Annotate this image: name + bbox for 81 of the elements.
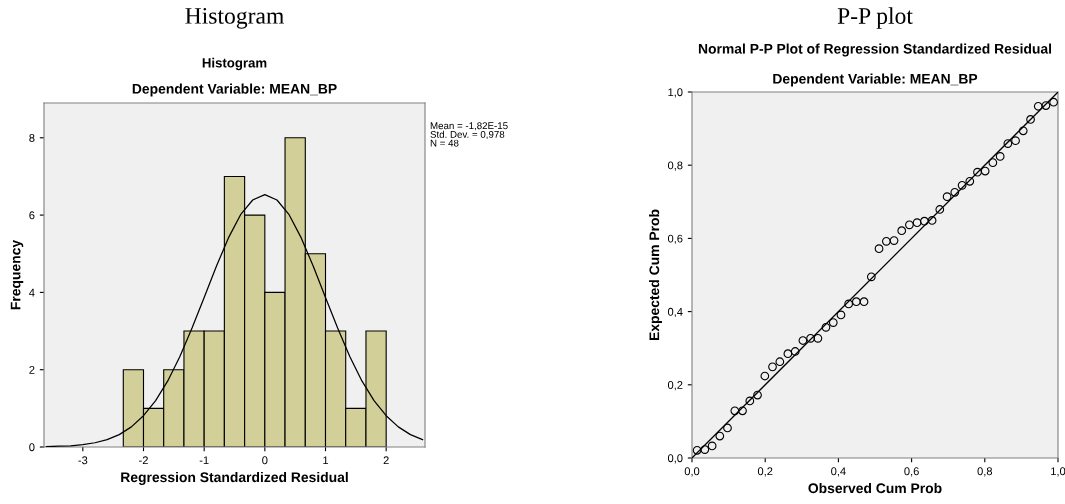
point (905, 220, 914, 230)
point (730, 406, 740, 416)
x-tick-label: 0,8 (977, 467, 993, 477)
point (753, 390, 762, 400)
point (995, 152, 1005, 161)
point (912, 218, 922, 228)
x-tick-label: -1 (199, 456, 209, 465)
x-tick-label: 1,0 (1051, 467, 1065, 477)
x-tick-label: 0,2 (757, 467, 773, 477)
text: Histogram (185, 7, 284, 29)
point (874, 244, 884, 254)
point (1026, 115, 1035, 124)
point (866, 272, 876, 282)
point (965, 176, 975, 186)
y-tick-label: 4 (29, 288, 35, 297)
point (775, 357, 785, 367)
point (745, 396, 755, 406)
text: Mean = -1,82E-15 Std. Dev. = 0,978 N = 48 (430, 122, 508, 147)
x-tick-label: 0 (262, 456, 268, 465)
point (927, 216, 937, 225)
y-tick-label: 0 (29, 443, 35, 452)
point (692, 445, 702, 455)
point (844, 299, 854, 309)
point (798, 336, 808, 345)
chart-title: Histogram (202, 57, 267, 71)
point (790, 347, 800, 356)
x-tick-label: 1 (323, 456, 329, 465)
point (1018, 126, 1028, 136)
point (836, 310, 846, 320)
point (851, 297, 861, 307)
point (881, 236, 891, 246)
point (700, 445, 710, 454)
point (889, 236, 899, 245)
y-axis-title: Frequency (10, 239, 24, 310)
point (760, 371, 770, 381)
y-tick-label: 1,0 (668, 88, 683, 98)
y-tick-label: 6 (29, 211, 35, 220)
x-axis-title: Regression Standardized Residual (121, 471, 348, 485)
point (806, 333, 815, 343)
point (897, 226, 907, 236)
chart-subtitle: Dependent Variable: MEAN_BP (773, 73, 978, 87)
point (1033, 101, 1043, 111)
chart-title: Normal P-P Plot of Regression Standardized Residual (698, 43, 1052, 57)
point (980, 166, 990, 176)
chart-subtitle: Dependent Variable: MEAN_BP (132, 83, 337, 97)
text: P-P plot (837, 7, 913, 29)
point (935, 205, 945, 214)
x-tick-label: -3 (78, 456, 88, 465)
point (942, 192, 952, 202)
x-tick-label: 0,4 (831, 467, 846, 477)
point (821, 322, 831, 332)
y-tick-label: 2 (29, 365, 35, 374)
y-axis-title: Expected Cum Prob (649, 209, 662, 341)
x-tick-label: 0,0 (684, 467, 700, 477)
point (828, 318, 838, 327)
point (1049, 97, 1058, 107)
y-tick-label: 0,2 (667, 381, 683, 391)
point (738, 406, 747, 416)
point (1011, 136, 1020, 146)
point (973, 167, 982, 177)
point (957, 180, 967, 190)
x-tick-label: 0,6 (904, 467, 919, 477)
point (988, 158, 998, 168)
point (859, 297, 869, 307)
y-tick-label: 0,8 (667, 161, 683, 171)
y-tick-label: 8 (29, 134, 35, 142)
point (1003, 139, 1013, 148)
x-axis-title: Observed Cum Prob (808, 482, 942, 494)
point (920, 216, 929, 226)
point (783, 349, 793, 359)
point (950, 187, 960, 197)
point (1041, 101, 1051, 110)
point (707, 441, 717, 451)
x-tick-label: 2 (383, 456, 389, 465)
y-tick-label: 0,4 (667, 307, 683, 318)
y-tick-label: 0,6 (667, 234, 683, 244)
point (723, 423, 732, 433)
point (715, 431, 725, 441)
x-tick-label: -2 (139, 456, 148, 465)
point (813, 333, 823, 343)
point (768, 362, 777, 372)
